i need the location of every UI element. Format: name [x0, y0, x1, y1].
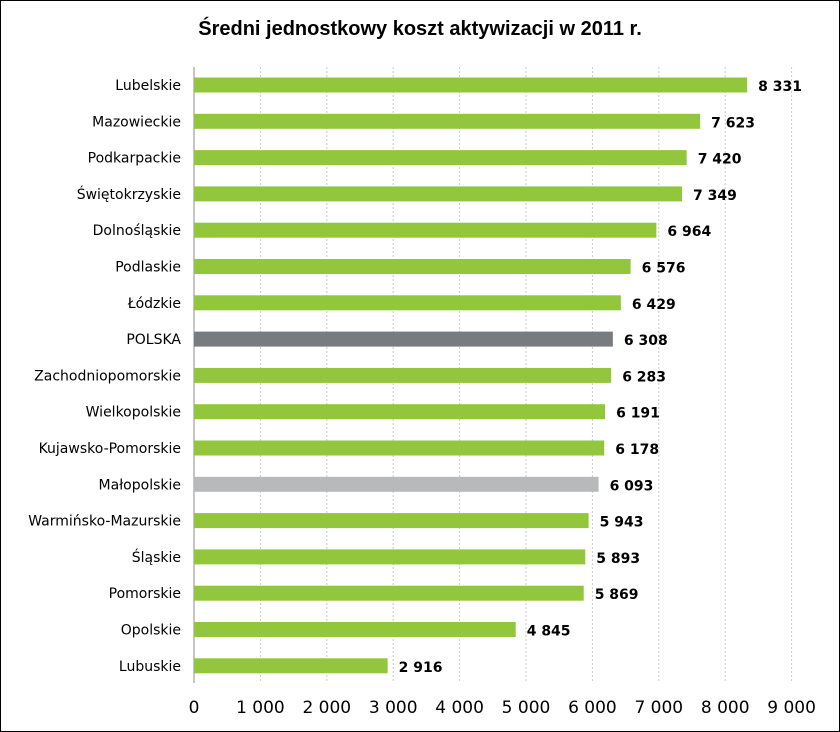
data-label: 6 308 [624, 333, 668, 349]
x-tick-label: 2 000 [302, 698, 351, 718]
x-tick-label: 4 000 [435, 698, 484, 718]
bar [194, 367, 612, 383]
data-label: 6 191 [616, 406, 660, 422]
category-label: Łódzkie [127, 296, 181, 312]
x-tick-label: 8 000 [701, 698, 750, 718]
chart-title: Średni jednostkowy koszt aktywizacji w 2… [198, 18, 642, 40]
category-label: Kujawsko-Pomorskie [39, 441, 181, 457]
data-label: 5 869 [595, 587, 639, 603]
category-label: Opolskie [121, 623, 181, 639]
data-label: 2 916 [399, 660, 443, 676]
data-label: 7 420 [698, 152, 742, 168]
bar [194, 549, 586, 565]
data-label: 6 576 [642, 261, 686, 277]
category-label: POLSKA [126, 332, 181, 348]
x-tick-label: 7 000 [634, 698, 683, 718]
bar [194, 150, 687, 166]
bar [194, 440, 605, 456]
data-label: 5 893 [596, 551, 640, 567]
bar [194, 622, 516, 637]
x-tick-label: 6 000 [568, 698, 617, 718]
x-tick-label: 5 000 [502, 698, 551, 718]
x-tick-label: 1 000 [236, 698, 285, 718]
data-label: 6 093 [610, 478, 654, 494]
data-label: 4 845 [527, 624, 571, 640]
bar [194, 222, 657, 238]
bar [194, 113, 701, 129]
bar [194, 585, 584, 601]
x-tick-label: 0 [189, 698, 200, 718]
category-label: Lubelskie [115, 78, 181, 94]
category-label: Warmińsko-Mazurskie [28, 514, 181, 530]
bar [194, 331, 613, 347]
category-label: Podkarpackie [88, 151, 181, 167]
bar [194, 404, 606, 420]
bar [194, 295, 621, 311]
bar [194, 658, 388, 674]
category-label: Mazowieckie [92, 114, 181, 130]
category-label: Małopolskie [99, 477, 181, 493]
data-label: 8 331 [758, 79, 802, 95]
data-label: 5 943 [600, 515, 644, 531]
category-label: Zachodniopomorskie [34, 368, 181, 384]
category-label: Lubuskie [119, 659, 181, 675]
category-label: Podlaskie [115, 260, 181, 276]
category-label: Dolnośląskie [93, 223, 181, 239]
category-label: Śląskie [132, 548, 181, 566]
x-tick-label: 3 000 [369, 698, 418, 718]
data-label: 7 349 [693, 188, 737, 204]
data-label: 6 964 [667, 224, 711, 240]
x-tick-label: 9 000 [767, 698, 816, 718]
bar [194, 259, 631, 274]
data-label: 6 429 [632, 297, 676, 313]
data-label: 6 283 [622, 369, 666, 385]
bar [194, 513, 589, 529]
category-label: Świętokrzyskie [77, 185, 181, 203]
bar [194, 476, 599, 492]
data-label: 6 178 [615, 442, 659, 458]
bar [194, 186, 682, 202]
data-label: 7 623 [711, 115, 755, 131]
category-label: Pomorskie [109, 586, 181, 602]
category-label: Wielkopolskie [86, 405, 181, 421]
bar [194, 77, 748, 93]
